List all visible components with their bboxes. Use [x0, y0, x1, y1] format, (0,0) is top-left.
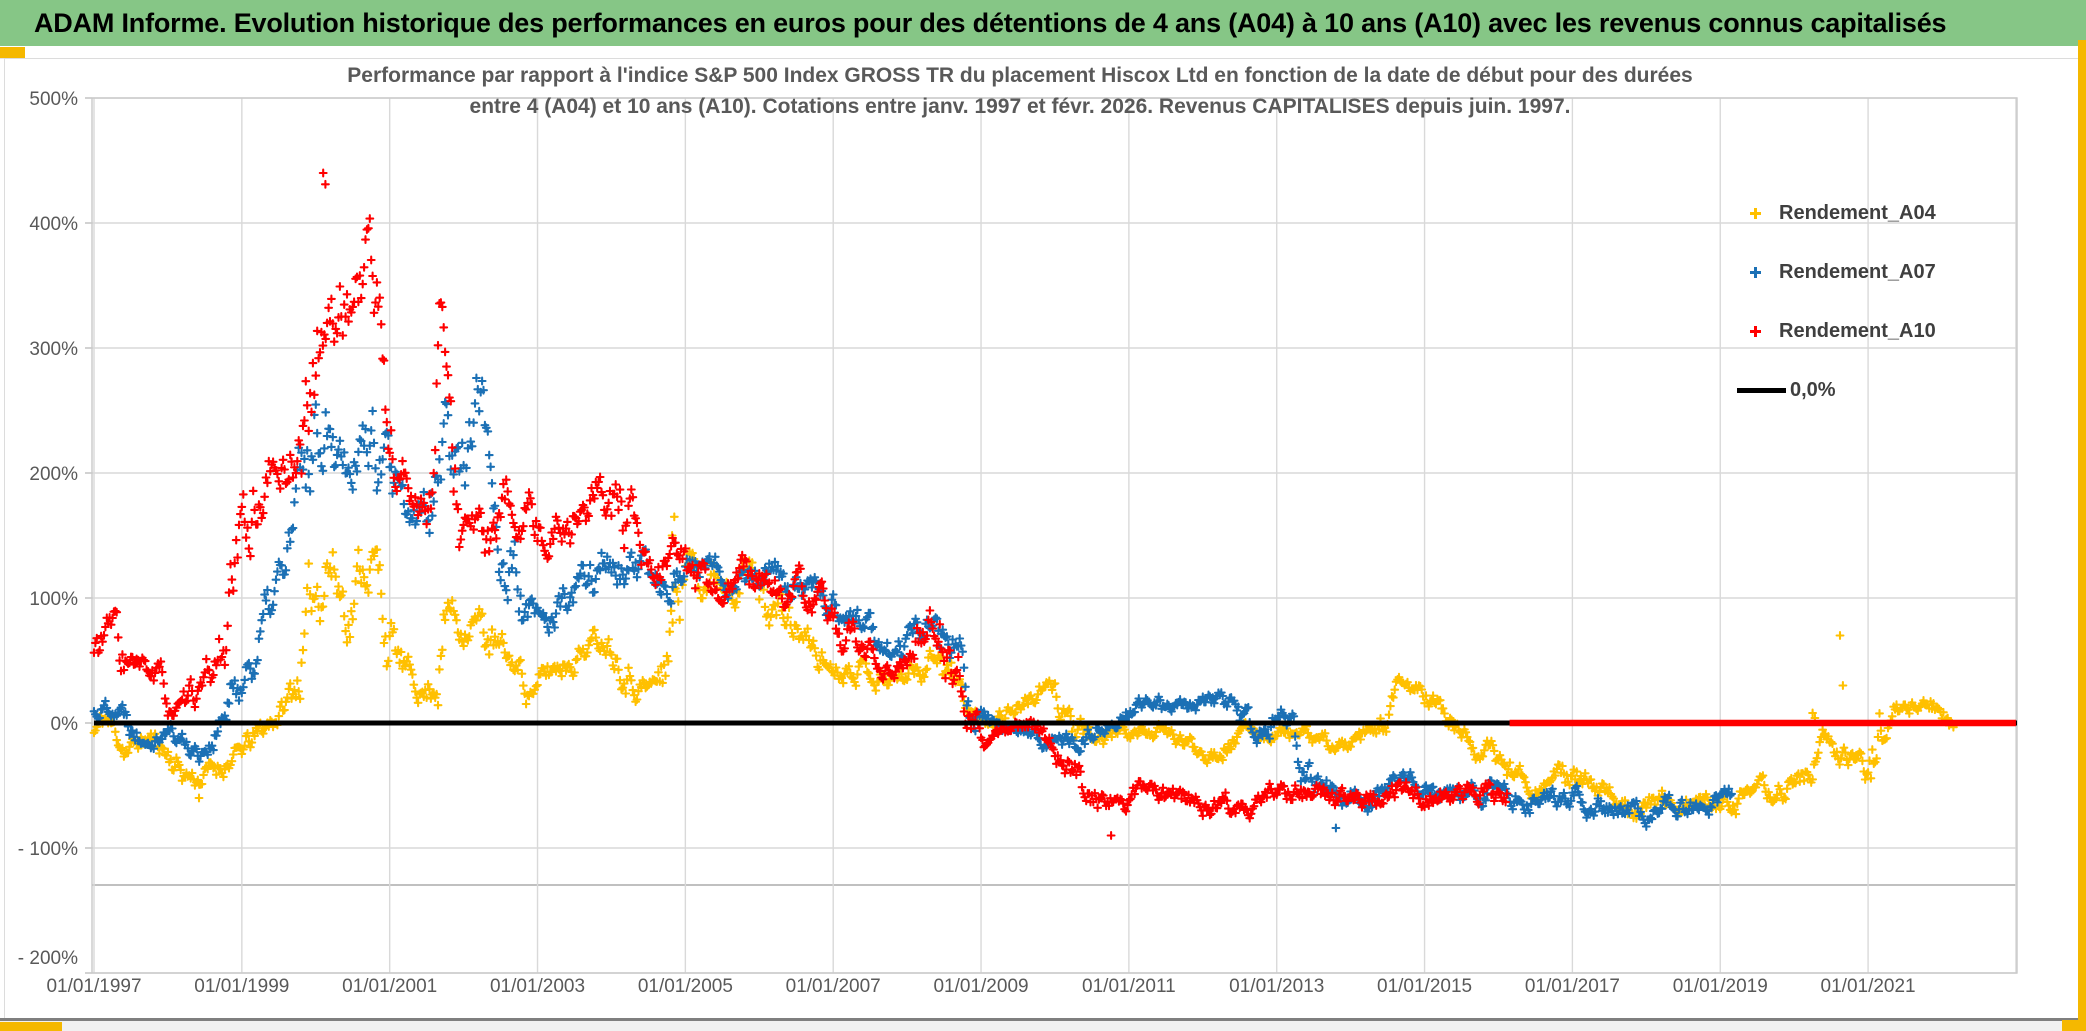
legend-label-a07: Rendement_A07 [1779, 261, 1936, 283]
x-tick-label: 01/01/1999 [194, 976, 289, 997]
y-tick-label: 200% [29, 464, 78, 485]
x-tick-label: 01/01/2019 [1673, 976, 1768, 997]
series-Rendement_A10 [89, 168, 1512, 840]
y-tick-label: - 100% [18, 839, 78, 860]
y-tick-label: - 200% [18, 948, 78, 969]
plus-marker-icon [1750, 208, 1761, 219]
legend-item-a07[interactable]: Rendement_A07 [1748, 243, 1936, 302]
orange-cell-bottom-left [0, 1022, 62, 1031]
chart-title: Performance par rapport à l'indice S&P 5… [240, 60, 1800, 122]
legend-label-zero: 0,0% [1790, 379, 1836, 401]
legend-item-a04[interactable]: Rendement_A04 [1748, 184, 1936, 243]
x-tick-label: 01/01/1997 [46, 976, 141, 997]
x-tick-label: 01/01/2013 [1229, 976, 1324, 997]
chart-title-line2: entre 4 (A04) et 10 ans (A10). Cotations… [469, 95, 1571, 118]
y-tick-label: 500% [29, 89, 78, 110]
plot-frame [91, 97, 2018, 974]
x-tick-label: 01/01/2005 [638, 976, 733, 997]
legend-label-a10: Rendement_A10 [1779, 320, 1936, 342]
x-tick-label: 01/01/2003 [490, 976, 585, 997]
gridlines [85, 97, 2017, 974]
legend-item-a10[interactable]: Rendement_A10 [1748, 302, 1936, 361]
series-Rendement_A07 [89, 373, 1737, 833]
y-tick-label: 100% [29, 589, 78, 610]
x-axis-labels: 01/01/1997 01/01/1999 01/01/2001 01/01/2003… [46, 976, 1915, 997]
x-tick-label: 01/01/2021 [1821, 976, 1916, 997]
legend-item-zero-line[interactable]: 0,0% [1737, 361, 1936, 420]
orange-cell-chip [0, 47, 25, 58]
y-tick-label: 400% [29, 214, 78, 235]
plus-marker-icon [1750, 326, 1761, 337]
x-tick-label: 01/01/2017 [1525, 976, 1620, 997]
orange-cell-bottom-right [2062, 1020, 2086, 1031]
y-axis-labels: 500% 400% 300% 200% 100% 0% - 100% - 200% [18, 89, 78, 969]
chart-title-line1: Performance par rapport à l'indice S&P 5… [347, 64, 1693, 87]
plus-marker-icon [1750, 267, 1761, 278]
y-tick-label: 0% [51, 714, 79, 735]
x-tick-label: 01/01/2009 [933, 976, 1028, 997]
x-tick-label: 01/01/2015 [1377, 976, 1472, 997]
series-markers [89, 168, 1958, 840]
y-tick-label: 300% [29, 339, 78, 360]
legend: Rendement_A04 Rendement_A07 Rendement_A1… [1737, 184, 1936, 420]
zero-line-swatch [1737, 388, 1786, 393]
series-Rendement_A04 [89, 512, 1958, 823]
title-bar: ADAM Informe. Evolution historique des p… [0, 0, 2086, 47]
x-tick-label: 01/01/2007 [786, 976, 881, 997]
orange-column-strip [2078, 40, 2086, 1031]
x-tick-label: 01/01/2011 [1082, 976, 1176, 997]
page-title: ADAM Informe. Evolution historique des p… [34, 7, 1947, 38]
x-tick-label: 01/01/2001 [342, 976, 437, 997]
legend-label-a04: Rendement_A04 [1779, 202, 1936, 224]
bottom-row-strip [0, 1018, 2086, 1031]
